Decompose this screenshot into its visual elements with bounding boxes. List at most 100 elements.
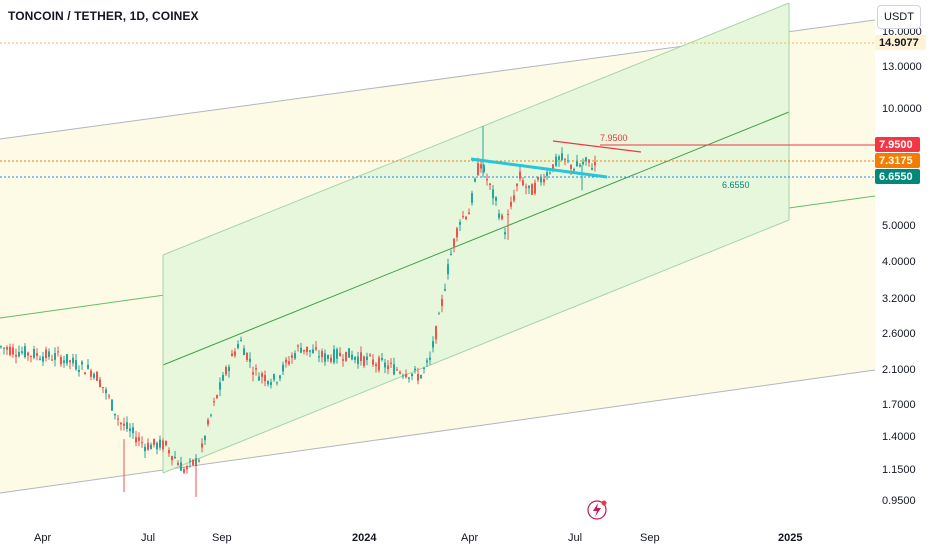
candle-body bbox=[357, 356, 359, 364]
x-tick-label: Apr bbox=[461, 532, 478, 544]
candle-body bbox=[117, 418, 119, 420]
symbol-title: TONCOIN / TETHER, 1D, COINEX bbox=[8, 9, 199, 23]
candle-body bbox=[312, 349, 314, 354]
candle-body bbox=[567, 160, 569, 162]
candle-body bbox=[444, 288, 446, 291]
candle-body bbox=[576, 161, 578, 167]
candle-body bbox=[375, 364, 377, 367]
candle-body bbox=[501, 215, 503, 220]
candle-body bbox=[183, 469, 185, 473]
y-tick-label: 3.2000 bbox=[882, 293, 916, 305]
candle-body bbox=[6, 347, 8, 350]
lightning-icon[interactable] bbox=[587, 500, 607, 520]
candle-body bbox=[549, 172, 551, 174]
candle-body bbox=[468, 212, 470, 215]
candle-body bbox=[186, 466, 188, 470]
candle-body bbox=[153, 438, 155, 445]
currency-button[interactable]: USDT bbox=[877, 5, 921, 29]
candle-body bbox=[291, 355, 293, 358]
candle-body bbox=[222, 375, 224, 381]
candle-body bbox=[39, 358, 41, 360]
candle-body bbox=[213, 401, 215, 403]
candle-body bbox=[108, 395, 110, 397]
candle-body bbox=[489, 183, 491, 186]
candle-body bbox=[294, 353, 296, 359]
candle-body bbox=[561, 153, 563, 160]
candle-body bbox=[465, 216, 467, 220]
candle-body bbox=[9, 346, 11, 355]
candle-body bbox=[90, 370, 92, 377]
inner-channel-bottom-line bbox=[162, 219, 790, 474]
inner-channel-mid-line bbox=[162, 111, 790, 366]
resistance-trendline[interactable] bbox=[552, 140, 642, 153]
candle-body bbox=[411, 373, 413, 377]
candle-body bbox=[525, 186, 527, 188]
candle-body bbox=[306, 346, 308, 353]
candle-body bbox=[288, 361, 290, 365]
candle-body bbox=[498, 213, 500, 218]
candle-body bbox=[177, 462, 179, 466]
y-tick-label: 2.1000 bbox=[882, 364, 916, 376]
inner-channel-top-line bbox=[162, 2, 790, 256]
y-axis[interactable]: 16.0000 13.0000 10.0000 5.0000 4.0000 3.… bbox=[882, 26, 922, 507]
candle-body bbox=[24, 346, 26, 358]
candle-body bbox=[435, 326, 437, 340]
candle-body bbox=[171, 456, 173, 461]
candle-body bbox=[27, 352, 29, 356]
candle-body bbox=[315, 347, 317, 350]
candle-body bbox=[510, 201, 512, 207]
candle-body bbox=[165, 440, 167, 446]
candle-body bbox=[429, 357, 431, 360]
candle-body bbox=[522, 180, 524, 186]
price-level-lines bbox=[0, 42, 875, 178]
candle-body bbox=[387, 365, 389, 370]
y-tick-label: 1.7000 bbox=[882, 399, 916, 411]
candle-body bbox=[555, 156, 557, 166]
candle-body bbox=[84, 372, 86, 375]
candle-body bbox=[135, 437, 137, 443]
support-annotation: 6.6550 bbox=[722, 180, 750, 190]
candle-body bbox=[42, 356, 44, 362]
candle-body bbox=[477, 163, 479, 176]
y-tick-label: 5.0000 bbox=[882, 220, 916, 232]
candle-body bbox=[255, 368, 257, 370]
candle-body bbox=[111, 399, 113, 411]
y-tick-label: 10.0000 bbox=[882, 103, 922, 115]
candle-body bbox=[273, 374, 275, 380]
candle-body bbox=[456, 228, 458, 238]
candle-body bbox=[129, 428, 131, 432]
candle-body bbox=[258, 376, 260, 381]
candle-body bbox=[198, 460, 200, 462]
candle-body bbox=[330, 357, 332, 362]
candle-body bbox=[453, 238, 455, 247]
candle-body bbox=[126, 422, 128, 429]
candle-body bbox=[87, 364, 89, 369]
candle-body bbox=[417, 373, 419, 381]
x-tick-label: Sep bbox=[212, 532, 232, 544]
candle-body bbox=[582, 161, 584, 165]
candle-body bbox=[246, 352, 248, 360]
candle-body bbox=[147, 442, 149, 450]
candle-body bbox=[201, 443, 203, 448]
candle-body bbox=[168, 450, 170, 454]
candle-body bbox=[366, 356, 368, 360]
candle-body bbox=[120, 422, 122, 425]
candle-body bbox=[369, 354, 371, 356]
candle-body bbox=[72, 357, 74, 364]
candle-body bbox=[3, 347, 5, 349]
candle-body bbox=[570, 164, 572, 169]
candle-body bbox=[279, 375, 281, 379]
candle-body bbox=[276, 382, 278, 384]
candle-body bbox=[390, 362, 392, 364]
support-trendline[interactable] bbox=[470, 157, 608, 179]
candle-body bbox=[546, 171, 548, 177]
candle-body bbox=[189, 460, 191, 462]
candle-body bbox=[531, 184, 533, 195]
candle-body bbox=[321, 351, 323, 358]
candle-body bbox=[243, 348, 245, 356]
candle-body bbox=[591, 167, 593, 170]
x-axis[interactable]: Apr Jul Sep 2024 Apr Jul Sep 2025 bbox=[34, 532, 802, 544]
candle-body bbox=[384, 362, 386, 368]
candle-body bbox=[519, 171, 521, 179]
